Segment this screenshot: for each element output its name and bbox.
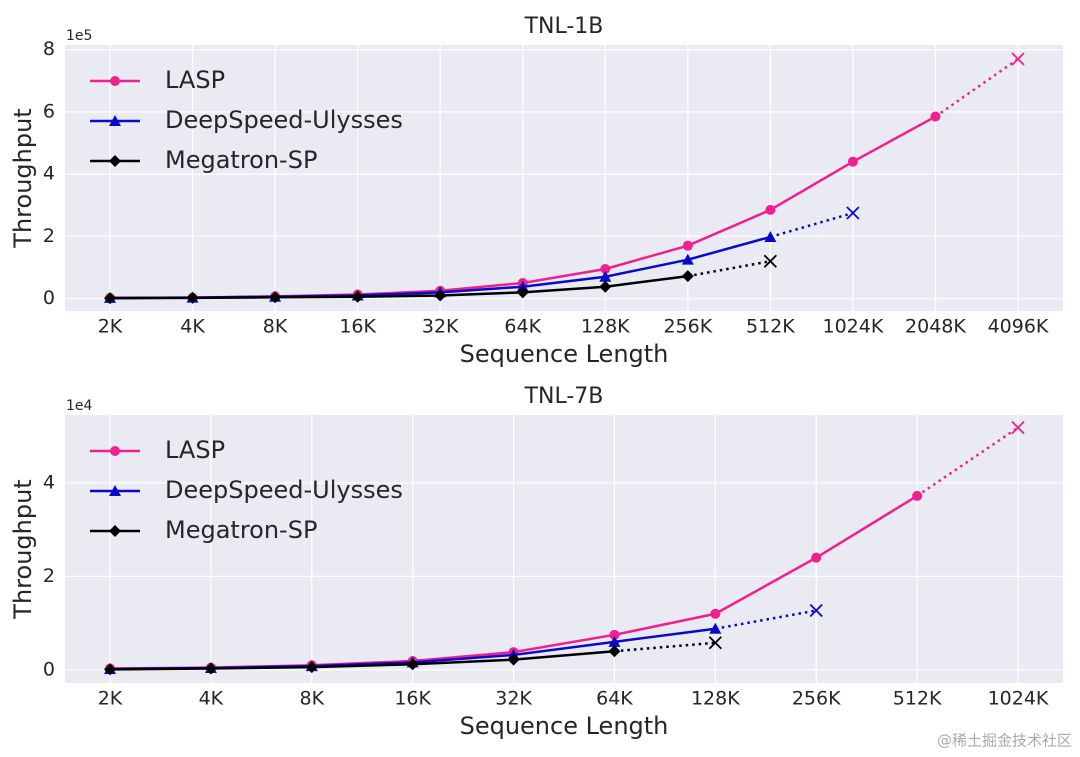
x-tick-label: 128K	[691, 688, 740, 710]
x-tick-label: 16K	[394, 688, 431, 710]
data-point	[709, 622, 722, 634]
chart-title: TNL-7B	[524, 384, 604, 409]
data-point	[204, 662, 217, 675]
data-point	[599, 270, 612, 282]
x-tick-label: 32K	[422, 316, 459, 338]
data-point	[599, 280, 612, 293]
x-tick-label: 1024K	[822, 316, 883, 338]
data-point	[1011, 420, 1025, 435]
projected-line	[687, 259, 771, 278]
x-tick-label: 256K	[663, 316, 712, 338]
x-axis-label: Sequence Length	[460, 340, 669, 368]
data-point	[269, 291, 282, 304]
x-tick-label: 2K	[98, 688, 123, 710]
y-tick-label: 2	[43, 565, 55, 587]
y-axis-label: Throughput	[9, 479, 37, 619]
offset-label: 1e5	[66, 28, 92, 44]
x-tick-label: 4096K	[988, 316, 1049, 338]
y-tick-label: 6	[43, 100, 55, 122]
data-point	[681, 270, 694, 283]
data-point	[434, 289, 447, 302]
y-axis-label: Throughput	[9, 108, 37, 248]
data-point	[351, 290, 364, 303]
data-point	[681, 253, 694, 265]
projected-line	[715, 609, 817, 630]
legend-marker	[109, 485, 121, 496]
data-point	[809, 603, 823, 618]
data-point	[305, 661, 318, 674]
y-tick-label: 8	[43, 38, 55, 60]
data-point	[1011, 52, 1025, 66]
data-point	[608, 635, 621, 647]
data-point	[600, 264, 611, 274]
data-point	[104, 292, 116, 305]
y-tick-label: 4	[43, 163, 55, 185]
data-point	[846, 206, 860, 220]
series-line	[109, 649, 615, 671]
data-point	[104, 663, 116, 676]
x-tick-label: 512K	[893, 688, 942, 710]
watermark: @稀土掘金技术社区	[937, 732, 1072, 750]
projected-line	[770, 211, 854, 239]
data-point	[682, 240, 693, 251]
data-point	[710, 608, 721, 619]
legend-marker	[109, 525, 121, 537]
x-tick-label: 256K	[792, 688, 841, 710]
x-tick-label: 4K	[199, 688, 224, 710]
legend-label: Megatron-SP	[165, 146, 317, 174]
legend-marker	[109, 155, 121, 167]
data-point	[186, 291, 199, 304]
x-tick-label: 128K	[581, 316, 630, 338]
y-tick-label: 4	[43, 471, 55, 493]
chart-title: TNL-1B	[524, 14, 604, 39]
plot-area	[65, 45, 1063, 311]
projected-line	[916, 426, 1019, 497]
data-point	[708, 636, 722, 650]
legend-label: LASP	[165, 436, 225, 464]
data-point	[763, 254, 778, 268]
data-point	[507, 653, 520, 666]
data-point	[406, 658, 419, 671]
data-point	[765, 204, 776, 215]
x-tick-label: 8K	[299, 688, 324, 710]
x-tick-label: 1024K	[988, 688, 1049, 710]
data-point	[930, 111, 941, 122]
legend-label: DeepSpeed-Ulysses	[165, 106, 403, 134]
x-tick-label: 64K	[596, 688, 633, 710]
x-axis-label: Sequence Length	[460, 712, 669, 740]
data-point	[847, 156, 858, 167]
offset-label: 1e4	[66, 398, 93, 414]
legend-label: Megatron-SP	[165, 516, 317, 544]
x-tick-label: 8K	[263, 316, 288, 338]
x-tick-label: 32K	[495, 688, 532, 710]
x-tick-label: 2K	[98, 316, 123, 338]
x-tick-label: 2048K	[905, 316, 966, 338]
data-point	[811, 552, 822, 563]
legend-label: DeepSpeed-Ulysses	[165, 476, 403, 504]
series-line	[109, 274, 688, 300]
data-point	[608, 645, 621, 658]
data-point	[516, 286, 529, 299]
y-tick-label: 0	[43, 658, 55, 680]
data-point	[912, 490, 923, 501]
plot-area	[65, 415, 1063, 683]
legend-marker	[109, 115, 121, 126]
x-tick-label: 64K	[504, 316, 541, 338]
x-tick-label: 512K	[746, 316, 795, 338]
y-tick-label: 0	[43, 287, 55, 309]
x-tick-label: 4K	[180, 316, 205, 338]
y-tick-label: 2	[43, 225, 55, 247]
data-point	[609, 629, 620, 640]
legend-marker	[110, 76, 120, 86]
data-point	[764, 230, 777, 242]
data-point	[516, 280, 529, 292]
legend-label: LASP	[165, 66, 225, 94]
x-tick-label: 16K	[339, 316, 376, 338]
legend-marker	[110, 446, 120, 456]
